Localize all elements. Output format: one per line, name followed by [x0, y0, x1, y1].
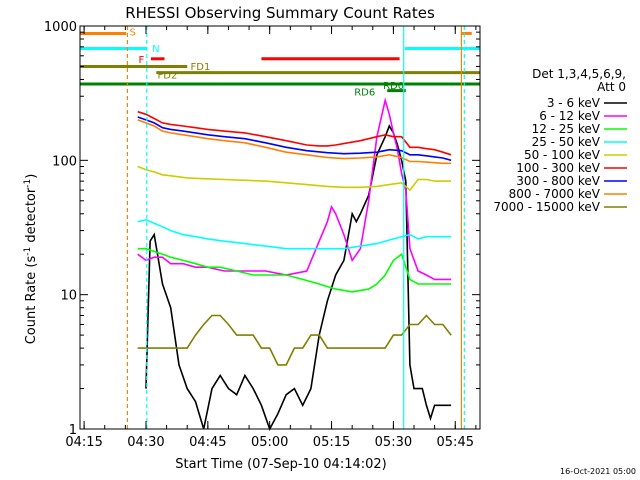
series-50-100-kev: [137, 165, 452, 192]
y-label-part-2: detector: [24, 187, 39, 247]
flag-label-fd1: FD1: [191, 62, 211, 73]
flag-label-f: F: [139, 55, 145, 66]
y-tick-label: 10: [60, 289, 77, 304]
legend-label-800-7000-kev: 800 - 7000 keV: [509, 187, 601, 201]
series-3-6-kev: [145, 124, 452, 431]
legend-label-7000-15000-kev: 7000 - 15000 keV: [493, 200, 600, 214]
y-label-sup-2: -1: [23, 179, 33, 188]
legend-label-300-800-kev: 300 - 800 keV: [516, 174, 600, 188]
x-tick-label: 05:15: [313, 435, 350, 450]
series-800-7000-kev: [137, 119, 452, 165]
y-tick-label: 1: [69, 423, 77, 438]
series-7000-15000-kev: [137, 314, 452, 366]
flag-label-s: S: [129, 27, 135, 38]
y-label-sup-1: -1: [23, 247, 33, 256]
y-label-part-1: Count Rate (s: [24, 256, 39, 345]
flag-label-n: N: [152, 44, 159, 55]
legend-header-1: Det 1,3,4,5,6,9,: [532, 67, 626, 81]
y-label-part-3: ): [24, 174, 39, 179]
plot-frame: [79, 25, 481, 430]
legend-header-2: Att 0: [597, 80, 626, 94]
series-12-25-kev: [137, 247, 452, 293]
series-25-50-kev: [137, 219, 452, 250]
vline-layer: [126, 26, 465, 429]
x-tick-label: 04:15: [65, 435, 102, 450]
series-100-300-kev: [137, 110, 452, 156]
flag-layer: S NF FD1 FD2 RD0 RD6: [80, 27, 480, 98]
legend-label-12-25-kev: 12 - 25 keV: [532, 122, 601, 136]
x-tick-label: 04:30: [127, 435, 164, 450]
flag-label-fd2: FD2: [158, 71, 178, 82]
y-tick-label: 100: [52, 154, 77, 169]
series-6-12-kev: [137, 97, 452, 281]
x-tick-label: 04:45: [189, 435, 226, 450]
x-tick-label: 05:45: [437, 435, 474, 450]
legend-label-50-100-kev: 50 - 100 keV: [524, 148, 601, 162]
legend-label-3-6-kev: 3 - 6 keV: [547, 96, 601, 110]
x-tick-label: 05:00: [251, 435, 288, 450]
legend-label-100-300-kev: 100 - 300 keV: [516, 161, 600, 175]
legend-label-6-12-kev: 6 - 12 keV: [539, 109, 601, 123]
axis-layer: 04:15 04:30 04:45 05:00 05:15 05:30 05:45 1 10 10…: [44, 20, 480, 450]
y-axis-label: Count Rate (s-1 detector-1): [23, 174, 39, 345]
series-layer: [137, 97, 452, 431]
series-300-800-kev: [137, 116, 452, 162]
flag-label-rd6: RD6: [354, 87, 375, 98]
chart-title: RHESSI Observing Summary Count Rates: [125, 4, 435, 22]
flag-label-rd0: RD0: [383, 81, 404, 92]
x-tick-label: 05:30: [375, 435, 412, 450]
y-tick-label: 1000: [44, 20, 77, 35]
legend-label-25-50-kev: 25 - 50 keV: [532, 135, 601, 149]
x-axis-label: Start Time (07-Sep-10 04:14:02): [175, 457, 386, 472]
footer-timestamp: 16-Oct-2021 05:00: [560, 467, 636, 476]
